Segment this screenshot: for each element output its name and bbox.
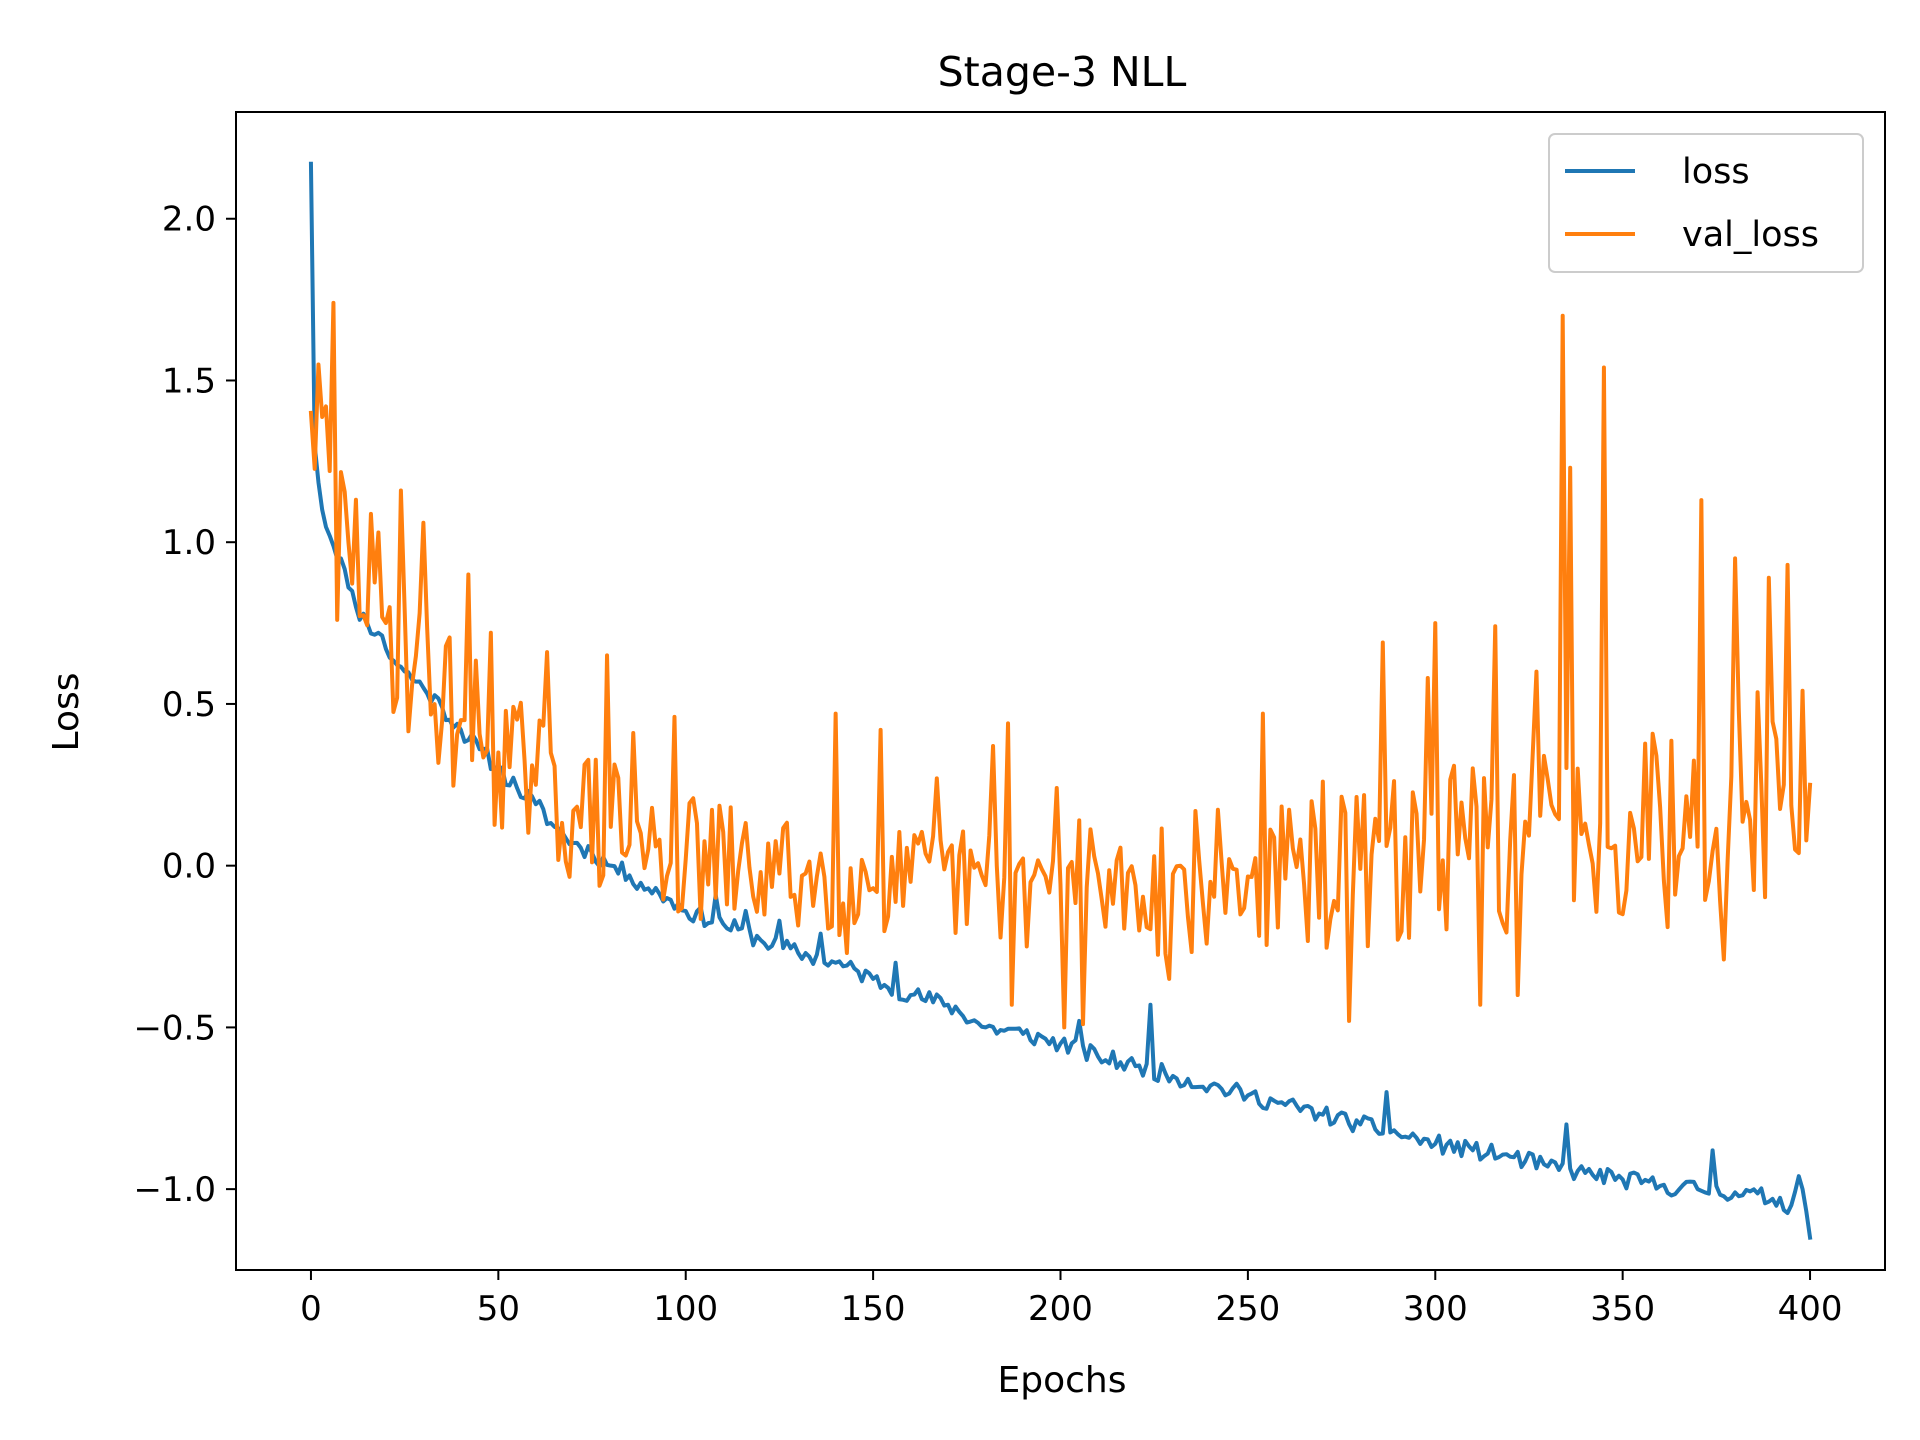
legend-label-val-loss: val_loss: [1682, 215, 1819, 255]
chart-title: Stage-3 NLL: [938, 48, 1187, 96]
y-tick-label: 1.5: [162, 361, 216, 401]
x-tick-label: 250: [1215, 1289, 1280, 1329]
y-tick-label: 0.5: [162, 685, 216, 725]
y-tick-label: 2.0: [162, 200, 216, 240]
x-tick-label: 300: [1403, 1289, 1468, 1329]
y-tick-label: −0.5: [133, 1008, 216, 1048]
x-axis: 0 50 100 150 200 250 300 350 400: [300, 1270, 1842, 1329]
legend: loss val_loss: [1548, 133, 1864, 273]
x-tick-label: 100: [653, 1289, 718, 1329]
x-tick-label: 150: [841, 1289, 906, 1329]
legend-box: [1548, 133, 1864, 273]
x-tick-label: 400: [1778, 1289, 1843, 1329]
x-tick-label: 0: [300, 1289, 322, 1329]
x-axis-title: Epochs: [998, 1360, 1127, 1401]
y-tick-label: 1.0: [162, 523, 216, 563]
x-tick-label: 350: [1590, 1289, 1655, 1329]
y-axis-title: Loss: [46, 673, 87, 752]
y-axis: −1.0 −0.5 0.0 0.5 1.0 1.5 2.0: [133, 200, 236, 1210]
legend-label-loss: loss: [1682, 152, 1750, 192]
y-tick-label: 0.0: [162, 847, 216, 887]
series-line-val-loss: [308, 300, 1813, 1030]
x-tick-label: 200: [1028, 1289, 1093, 1329]
x-tick-label: 50: [477, 1289, 520, 1329]
y-tick-label: −1.0: [133, 1170, 216, 1210]
